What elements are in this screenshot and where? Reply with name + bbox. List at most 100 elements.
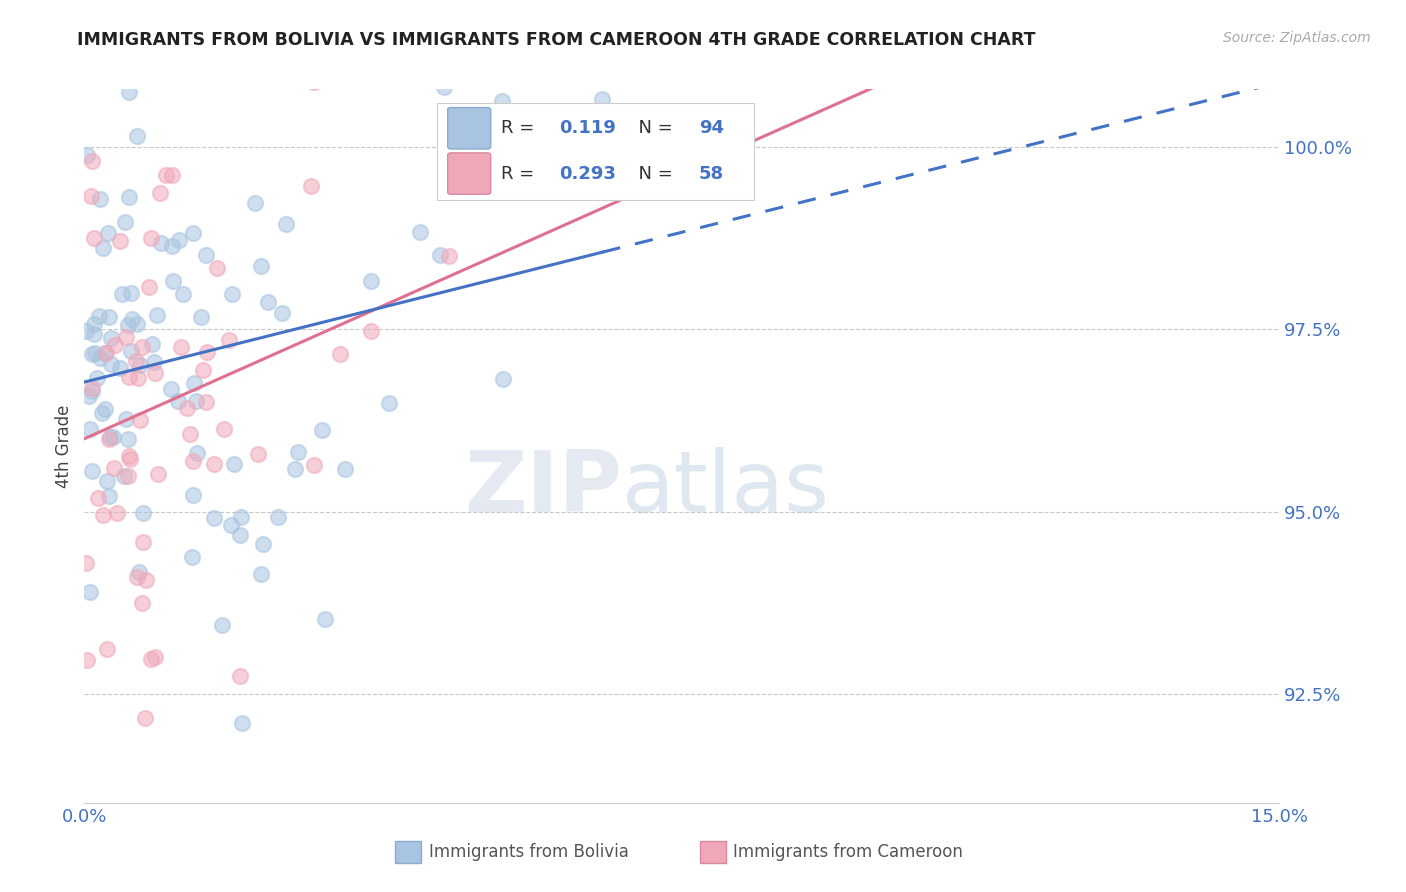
Point (111, 287, 134, 301)
Point (117, 449, 139, 463)
FancyBboxPatch shape (447, 108, 491, 149)
Point (93, 508, 115, 522)
Point (247, 446, 270, 460)
Point (100, 357, 122, 371)
Point (214, 422, 236, 436)
Point (139, 231, 162, 245)
Point (162, 274, 184, 288)
Point (229, 509, 252, 524)
Point (180, 549, 202, 564)
Point (121, 311, 143, 326)
Point (127, 129, 149, 144)
Point (128, 565, 150, 579)
Point (221, 287, 243, 301)
Point (202, 457, 225, 471)
Point (117, 468, 139, 483)
Point (91, 241, 114, 255)
Text: R =: R = (502, 164, 540, 183)
Point (314, 612, 336, 626)
Y-axis label: 4th Grade: 4th Grade (55, 404, 73, 488)
Point (117, 432, 139, 446)
Point (114, 412, 136, 426)
Point (93, 346, 115, 360)
Point (139, 652, 162, 666)
Point (143, 366, 166, 380)
Point (231, 716, 253, 731)
Point (143, 650, 166, 665)
Point (211, 617, 233, 632)
Point (100, 430, 122, 444)
Text: 58: 58 (699, 164, 724, 183)
Point (80, 189, 103, 203)
Point (159, 382, 181, 396)
Point (101, 430, 124, 444)
Point (183, 226, 205, 240)
Point (477, 26, 499, 40)
FancyBboxPatch shape (447, 153, 491, 194)
Point (118, 189, 141, 203)
Point (181, 488, 204, 502)
Point (222, 457, 245, 471)
Point (250, 566, 273, 581)
Text: R =: R = (502, 120, 540, 137)
Point (160, 169, 183, 183)
Point (155, 168, 177, 182)
Point (108, 361, 131, 376)
Point (172, 286, 194, 301)
Point (83, 327, 105, 342)
Point (360, 324, 382, 338)
Point (83, 231, 105, 245)
Text: Immigrants from Cameroon: Immigrants from Cameroon (734, 843, 963, 861)
Point (284, 462, 307, 476)
Point (252, 537, 274, 551)
Point (408, 225, 430, 239)
Point (114, 215, 136, 229)
Point (190, 310, 212, 324)
Point (100, 331, 122, 345)
Point (97, 490, 120, 504)
Point (360, 273, 382, 287)
Point (134, 711, 156, 725)
Point (591, 92, 613, 106)
Text: 94: 94 (699, 120, 724, 137)
Point (89, 192, 111, 206)
Point (120, 344, 142, 359)
Point (82, 464, 104, 478)
Point (98, 432, 121, 446)
Point (191, 363, 214, 377)
Point (97, 226, 120, 240)
Point (195, 344, 218, 359)
Point (429, 248, 451, 262)
Point (77, 389, 100, 403)
Point (80, 154, 103, 169)
Point (96, 641, 118, 656)
FancyBboxPatch shape (437, 103, 754, 200)
Point (120, 285, 142, 300)
Point (302, 75, 325, 89)
Point (329, 346, 352, 360)
Point (205, 261, 228, 276)
Point (149, 235, 172, 250)
Point (194, 248, 217, 262)
Point (103, 461, 125, 475)
Text: Source: ZipAtlas.com: Source: ZipAtlas.com (1223, 31, 1371, 45)
Point (219, 517, 242, 532)
Point (176, 401, 198, 415)
Text: N =: N = (627, 164, 679, 183)
Point (167, 393, 190, 408)
Point (146, 308, 169, 322)
Point (75, 324, 97, 338)
Bar (700, 840, 725, 863)
Point (80, 381, 103, 395)
Point (218, 333, 240, 347)
Point (229, 669, 252, 683)
Point (120, 451, 142, 466)
Point (186, 393, 208, 408)
Point (128, 413, 150, 427)
Point (118, 85, 141, 99)
Point (79, 422, 101, 436)
Point (105, 506, 128, 520)
Point (378, 396, 401, 410)
Point (141, 337, 163, 351)
Point (439, 248, 461, 262)
